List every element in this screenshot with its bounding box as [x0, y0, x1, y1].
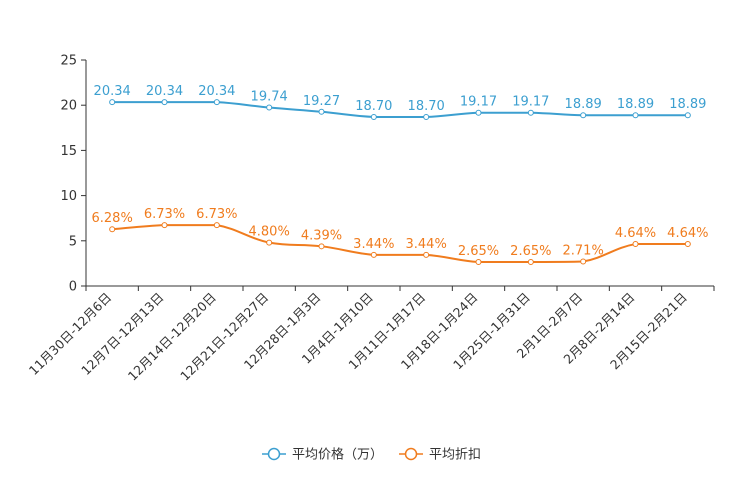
data-point[interactable] [109, 99, 116, 106]
data-label: 6.28% [92, 211, 133, 226]
legend[interactable]: 平均价格（万） 平均折扣 [262, 447, 481, 463]
data-label: 19.17 [460, 95, 497, 110]
data-point[interactable] [475, 259, 482, 266]
data-label: 18.70 [355, 99, 392, 114]
data-point[interactable] [318, 243, 325, 250]
data-point[interactable] [632, 241, 639, 248]
data-label: 2.71% [563, 244, 604, 259]
y-tick-label: 15 [60, 144, 77, 159]
data-point[interactable] [266, 104, 273, 111]
data-label: 18.89 [565, 97, 602, 112]
data-point[interactable] [318, 108, 325, 115]
y-tick-label: 10 [60, 189, 77, 204]
data-label: 18.89 [669, 97, 706, 112]
data-point[interactable] [161, 99, 168, 106]
data-point[interactable] [475, 109, 482, 116]
data-label: 6.73% [196, 207, 237, 222]
data-point[interactable] [580, 112, 587, 119]
legend-item-1[interactable]: 平均折扣 [399, 448, 481, 463]
data-label: 4.80% [249, 225, 290, 240]
y-tick-label: 20 [60, 99, 77, 114]
x-tick-label: 12月21日-12月27日 [177, 290, 271, 384]
data-point[interactable] [109, 226, 116, 233]
data-label: 2.65% [458, 244, 499, 259]
data-label: 3.44% [406, 237, 447, 252]
data-label: 4.64% [667, 226, 708, 241]
y-tick-label: 25 [60, 54, 77, 69]
y-tick-label: 5 [69, 234, 77, 249]
data-point[interactable] [684, 241, 691, 248]
data-label: 6.73% [144, 207, 185, 222]
x-tick-label: 12月14日-12月20日 [125, 290, 219, 384]
data-label: 2.65% [510, 244, 551, 259]
series-1: 6.28% 6.73% 6.73% 4.80% 4.39% 3.44% 3.44% 2.65%… [92, 207, 708, 266]
y-tick-label: 0 [69, 280, 77, 295]
data-label: 19.27 [303, 94, 340, 109]
data-point[interactable] [370, 251, 377, 258]
legend-marker-icon [267, 447, 281, 461]
data-label: 4.64% [615, 226, 656, 241]
data-point[interactable] [213, 222, 220, 229]
data-label: 18.89 [617, 97, 654, 112]
data-point[interactable] [580, 258, 587, 265]
data-point[interactable] [161, 222, 168, 229]
data-label: 4.39% [301, 228, 342, 243]
series-line [112, 101, 688, 118]
data-point[interactable] [684, 112, 691, 119]
data-point[interactable] [632, 112, 639, 119]
data-point[interactable] [370, 113, 377, 120]
data-point[interactable] [213, 99, 220, 106]
data-point[interactable] [266, 239, 273, 246]
data-point[interactable] [423, 113, 430, 120]
data-point[interactable] [527, 109, 534, 116]
data-label: 20.34 [94, 84, 131, 99]
data-label: 20.34 [146, 84, 183, 99]
data-point[interactable] [527, 259, 534, 266]
legend-label: 平均折扣 [429, 448, 481, 463]
data-label: 19.74 [251, 90, 288, 105]
legend-marker-icon [404, 447, 418, 461]
data-label: 19.17 [512, 95, 549, 110]
legend-label: 平均价格（万） [292, 447, 383, 463]
data-label: 18.70 [408, 99, 445, 114]
series-layer: 20.34 20.34 20.34 19.74 19.27 18.70 18.70 19.17… [92, 84, 708, 266]
data-label: 3.44% [353, 237, 394, 252]
legend-item-0[interactable]: 平均价格（万） [262, 447, 383, 463]
series-line [112, 224, 688, 264]
data-point[interactable] [423, 251, 430, 258]
data-label: 20.34 [198, 84, 235, 99]
series-0: 20.34 20.34 20.34 19.74 19.27 18.70 18.70 19.17… [94, 84, 706, 120]
